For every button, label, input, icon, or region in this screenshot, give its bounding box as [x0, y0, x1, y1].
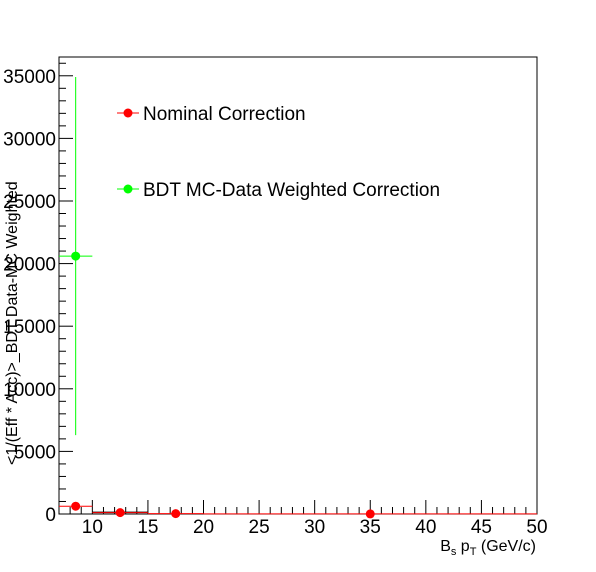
y-tick-label: 5000 [14, 442, 56, 463]
x-tick-label: 25 [249, 517, 270, 538]
y-tick-label: 35000 [3, 67, 56, 88]
y-tick-label: 25000 [3, 192, 56, 213]
x-tick-label: 30 [304, 517, 325, 538]
x-tick-label: 15 [137, 517, 158, 538]
plot-frame [58, 56, 538, 515]
x-axis-title: Bs pT (GeV/c) [440, 538, 536, 558]
legend-label: BDT MC-Data Weighted Correction [143, 180, 440, 201]
data-point [171, 509, 181, 519]
data-point [365, 509, 375, 519]
x-axis-title-sub-s: s [451, 546, 457, 558]
x-tick-label: 45 [471, 517, 492, 538]
y-axis-title: <1/(Eff * Acc)>_BDT Data-MC Weighted [4, 181, 21, 465]
y-tick-label: 10000 [3, 380, 56, 401]
legend-label: Nominal Correction [143, 104, 306, 125]
y-tick-label: 30000 [3, 129, 56, 150]
y-tick-label: 15000 [3, 317, 56, 338]
legend-marker [123, 108, 133, 118]
legend: Nominal Correction BDT MC-Data Weighted C… [117, 104, 440, 201]
y-tick-label: 20000 [3, 255, 56, 276]
data-point [71, 251, 81, 261]
x-tick-label: 40 [415, 517, 436, 538]
legend-marker [123, 184, 133, 194]
y-tick-label: 0 [45, 505, 56, 526]
y-axis: 0 5000 10000 15000 20000 25000 30000 35000 [3, 62, 73, 526]
x-axis-title-sub-t: T [470, 546, 477, 558]
x-tick-label: 10 [82, 517, 103, 538]
data-point [115, 508, 125, 518]
data-marks [59, 77, 537, 519]
x-tick-label: 35 [360, 517, 381, 538]
x-axis: 10 15 20 25 30 35 40 45 50 [58, 500, 548, 538]
data-point [71, 501, 81, 511]
x-tick-label: 20 [193, 517, 214, 538]
x-tick-label: 50 [526, 517, 547, 538]
